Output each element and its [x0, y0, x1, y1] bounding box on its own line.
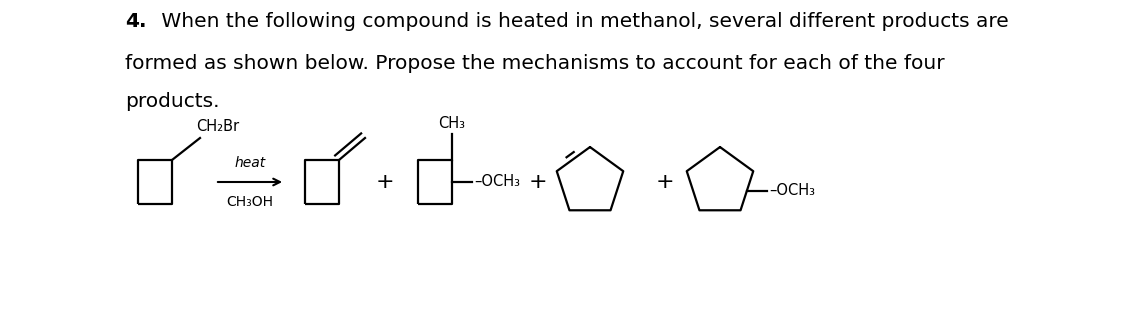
Text: CH₂Br: CH₂Br — [196, 119, 240, 134]
Text: 4.: 4. — [125, 12, 146, 31]
Text: When the following compound is heated in methanol, several different products ar: When the following compound is heated in… — [155, 12, 1009, 31]
Text: products.: products. — [125, 92, 219, 111]
Text: heat: heat — [234, 156, 266, 170]
Text: +: + — [656, 172, 674, 192]
Text: –OCH₃: –OCH₃ — [474, 175, 520, 189]
Text: formed as shown below. Propose the mechanisms to account for each of the four: formed as shown below. Propose the mecha… — [125, 54, 945, 73]
Text: CH₃OH: CH₃OH — [226, 195, 273, 209]
Text: +: + — [376, 172, 395, 192]
Text: –OCH₃: –OCH₃ — [768, 183, 814, 198]
Text: +: + — [529, 172, 548, 192]
Text: CH₃: CH₃ — [439, 116, 466, 131]
